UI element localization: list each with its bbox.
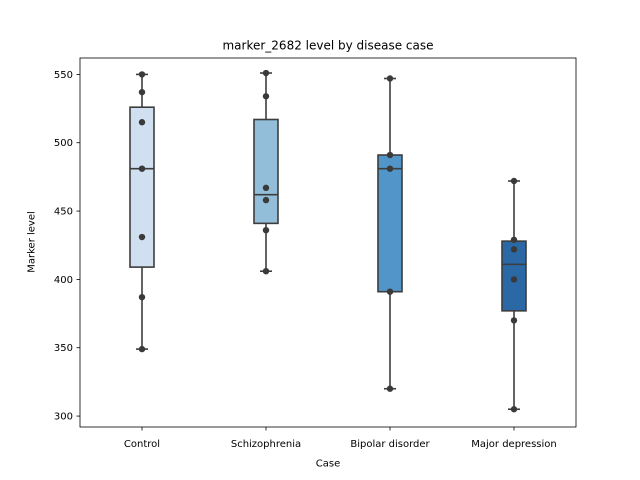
plot-area-frame [79, 57, 577, 428]
data-point [510, 406, 518, 413]
data-point [262, 268, 270, 275]
data-point [386, 151, 394, 159]
data-point [138, 88, 146, 96]
data-point [262, 184, 270, 192]
x-tick-label: Control [124, 439, 160, 450]
data-point [510, 276, 518, 283]
y-tick-label: 350 [54, 343, 73, 354]
x-tick-label: Major depression [471, 439, 557, 450]
chart-title: marker_2682 level by disease case [222, 39, 433, 53]
data-point [138, 233, 146, 241]
data-point [262, 69, 270, 77]
iqr-box [253, 118, 279, 225]
iqr-box [377, 154, 403, 293]
y-axis-label: Marker level [27, 211, 38, 273]
data-point [138, 71, 146, 78]
data-point [386, 288, 394, 295]
data-point [138, 119, 146, 126]
y-tick-label: 300 [54, 412, 73, 423]
data-point [386, 165, 394, 172]
data-point [262, 93, 270, 100]
iqr-box [129, 106, 155, 268]
y-tick-label: 450 [54, 207, 73, 218]
data-point [138, 293, 146, 301]
data-point [510, 317, 518, 324]
box-bipolar-disorder [377, 75, 403, 392]
iqr-box [501, 240, 527, 312]
y-tick-label: 500 [54, 138, 73, 149]
data-point [138, 165, 146, 172]
data-point [138, 345, 146, 353]
x-axis-label: Case [316, 459, 340, 470]
data-point [510, 236, 518, 243]
data-point [262, 227, 270, 234]
x-tick-label: Bipolar disorder [350, 439, 430, 450]
data-point [386, 385, 394, 392]
data-point [386, 75, 394, 82]
y-tick-label: 550 [54, 70, 73, 81]
box-control [129, 71, 155, 353]
data-point [262, 196, 270, 204]
data-point [510, 177, 518, 185]
y-tick-label: 400 [54, 275, 73, 286]
box-major-depression [501, 177, 527, 413]
x-tick-label: Schizophrenia [231, 439, 301, 450]
data-point [510, 246, 518, 253]
box-schizophrenia [253, 69, 279, 275]
